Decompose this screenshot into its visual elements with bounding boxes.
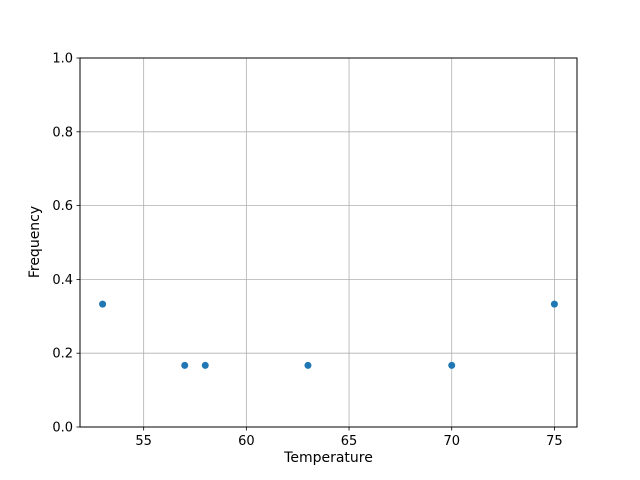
data-point <box>550 300 558 308</box>
x-tick-label: 65 <box>341 434 358 449</box>
y-tick-label: 0.6 <box>52 199 73 214</box>
x-tick-label: 60 <box>238 434 255 449</box>
y-tick-label: 1.0 <box>52 52 73 67</box>
x-tick-label: 70 <box>443 434 460 449</box>
x-tick-label: 75 <box>546 434 563 449</box>
y-tick-label: 0.8 <box>52 125 73 140</box>
data-point <box>201 361 209 369</box>
y-tick-label: 0.2 <box>52 347 73 362</box>
data-point <box>448 361 456 369</box>
y-tick-label: 0.0 <box>52 421 73 436</box>
data-point <box>181 361 189 369</box>
x-axis-label: Temperature <box>284 450 373 466</box>
y-tick-label: 0.4 <box>52 273 73 288</box>
data-point <box>304 361 312 369</box>
plot-border <box>79 57 578 428</box>
data-point <box>99 300 107 308</box>
x-tick-label: 55 <box>135 434 152 449</box>
y-axis-label: Frequency <box>27 205 43 279</box>
